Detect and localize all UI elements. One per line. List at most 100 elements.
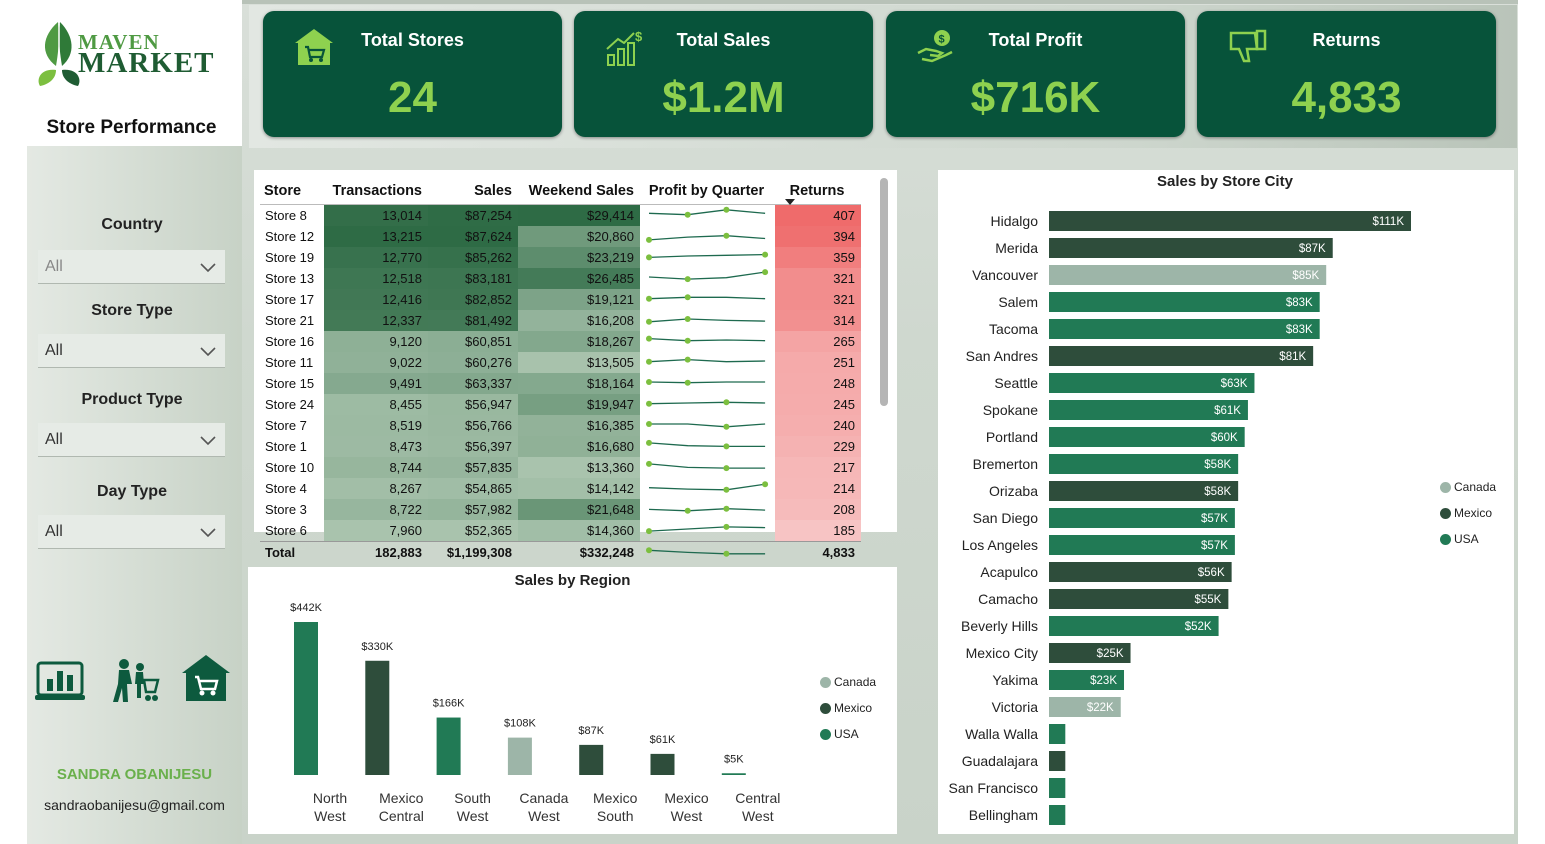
- legend-item-usa[interactable]: USA: [1440, 526, 1496, 552]
- city-bar[interactable]: [1049, 751, 1066, 771]
- city-axis-label: San Francisco: [949, 780, 1039, 796]
- table-row[interactable]: Store 17 12,416 $82,852 $19,121 321: [260, 288, 861, 310]
- city-bar[interactable]: [1049, 211, 1411, 231]
- day-type-dropdown[interactable]: All: [38, 515, 225, 549]
- store-name-cell: Store 16: [265, 333, 315, 349]
- city-bar[interactable]: [1049, 724, 1066, 744]
- city-bar-group: San Francisco: [949, 778, 1066, 798]
- city-bar-label: $56K: [1198, 567, 1225, 579]
- sparkline-point: [646, 400, 652, 407]
- shopping-people-icon[interactable]: [110, 658, 160, 704]
- city-axis-label: Beverly Hills: [961, 618, 1038, 634]
- city-bar[interactable]: [1049, 643, 1131, 663]
- table-row[interactable]: Store 7 8,519 $56,766 $16,385 240: [260, 414, 861, 436]
- table-row[interactable]: Store 11 9,022 $60,276 $13,505 251: [260, 351, 861, 373]
- table-scrollbar[interactable]: [880, 178, 888, 406]
- city-bar[interactable]: [1049, 400, 1248, 420]
- table-row[interactable]: Store 4 8,267 $54,865 $14,142 214: [260, 477, 861, 499]
- sparkline: [648, 462, 766, 469]
- profit-sparkline: [646, 378, 766, 386]
- city-bar[interactable]: [1049, 508, 1235, 528]
- city-chart-title: Sales by Store City: [938, 173, 1514, 190]
- city-bar[interactable]: [1049, 670, 1125, 690]
- store-name-cell: Store 15: [265, 375, 315, 391]
- city-bar-label: $58K: [1204, 486, 1231, 498]
- region-bar[interactable]: [294, 622, 318, 775]
- column-header-weekend-sales[interactable]: Weekend Sales: [518, 178, 640, 205]
- city-bar[interactable]: [1049, 292, 1320, 312]
- store-name-cell: Store 12: [265, 228, 315, 244]
- city-bar[interactable]: [1049, 562, 1232, 582]
- profit-sparkline-cell: [640, 436, 775, 457]
- table-row[interactable]: Store 21 12,337 $81,492 $16,208 314: [260, 309, 861, 331]
- country-dropdown[interactable]: All: [38, 250, 225, 284]
- table-row[interactable]: Store 13 12,518 $83,181 $26,485 321: [260, 267, 861, 289]
- region-bar[interactable]: [650, 753, 675, 775]
- city-bar[interactable]: [1049, 319, 1320, 339]
- region-axis-label: Mexico: [379, 790, 424, 806]
- table-row[interactable]: Store 8 13,014 $87,254 $29,414 407: [260, 204, 861, 226]
- sparkline-point: [646, 236, 652, 243]
- bar-chart-icon[interactable]: [35, 661, 85, 701]
- sparkline-point: [646, 253, 652, 260]
- legend-item-mexico[interactable]: Mexico: [820, 695, 876, 721]
- weekend-sales-cell: $14,360: [518, 519, 640, 541]
- city-bar[interactable]: [1049, 697, 1121, 717]
- profit-sparkline: [646, 335, 766, 344]
- column-header-sales[interactable]: Sales: [428, 178, 518, 205]
- region-bar-group: $61K Mexico West: [650, 734, 709, 824]
- sort-descending-icon[interactable]: [785, 199, 795, 205]
- profit-sparkline: [648, 480, 769, 493]
- city-bar[interactable]: [1049, 778, 1066, 798]
- profit-sparkline-cell: [640, 289, 775, 310]
- column-header-store[interactable]: Store: [260, 178, 324, 205]
- legend-item-canada[interactable]: Canada: [820, 669, 876, 695]
- city-bar[interactable]: [1049, 589, 1229, 609]
- city-bar-group: Portland $60K: [986, 427, 1245, 447]
- sparkline-point: [762, 268, 769, 275]
- table-row[interactable]: Store 15 9,491 $63,337 $18,164 248: [260, 372, 861, 394]
- table-row[interactable]: Store 19 12,770 $85,262 $23,219 359: [260, 246, 861, 268]
- region-bar[interactable]: [721, 773, 746, 775]
- city-bar[interactable]: [1049, 616, 1219, 636]
- city-bar[interactable]: [1049, 535, 1235, 555]
- table-row[interactable]: Store 6 7,960 $52,365 $14,360 185: [260, 519, 861, 541]
- table-row[interactable]: Store 1 8,473 $56,397 $16,680 229: [260, 435, 861, 457]
- city-bar[interactable]: [1049, 454, 1239, 474]
- city-bar[interactable]: [1049, 265, 1327, 285]
- table-row[interactable]: Store 10 8,744 $57,835 $13,360 217: [260, 456, 861, 478]
- sparkline: [648, 234, 766, 241]
- legend-item-canada[interactable]: Canada: [1440, 474, 1496, 500]
- city-bar-label: $63K: [1221, 378, 1248, 390]
- table-row[interactable]: Store 3 8,722 $57,982 $21,648 208: [260, 498, 861, 520]
- total-transactions-cell: 182,883: [324, 540, 428, 563]
- table-row[interactable]: Store 12 13,215 $87,624 $20,860 394: [260, 225, 861, 247]
- legend-item-usa[interactable]: USA: [820, 721, 876, 747]
- legend-label: USA: [834, 727, 859, 741]
- city-bar[interactable]: [1049, 373, 1255, 393]
- column-header-profit-by-quarter[interactable]: Profit by Quarter: [640, 178, 775, 205]
- city-bar[interactable]: [1049, 805, 1066, 825]
- legend-item-mexico[interactable]: Mexico: [1440, 500, 1496, 526]
- store-type-dropdown[interactable]: All: [38, 334, 225, 368]
- city-bar[interactable]: [1049, 238, 1333, 258]
- author-name: SANDRA OBANIJESU: [56, 766, 213, 783]
- product-type-dropdown[interactable]: All: [38, 423, 225, 457]
- region-bar[interactable]: [365, 660, 390, 775]
- column-header-transactions[interactable]: Transactions: [324, 178, 428, 205]
- table-row[interactable]: Store 24 8,455 $56,947 $19,947 245: [260, 393, 861, 415]
- city-bar[interactable]: [1049, 481, 1239, 501]
- region-axis-label: West: [742, 808, 774, 824]
- region-bar[interactable]: [579, 744, 604, 775]
- region-axis-label: Mexico: [664, 790, 709, 806]
- table-row[interactable]: Store 16 9,120 $60,851 $18,267 265: [260, 330, 861, 352]
- city-bar[interactable]: [1049, 346, 1314, 366]
- city-bar-group: Yakima $23K: [992, 670, 1125, 690]
- city-bar[interactable]: [1049, 427, 1245, 447]
- store-icon[interactable]: [181, 653, 231, 703]
- transactions-cell: 8,722: [324, 498, 428, 520]
- returns-cell: 248: [775, 372, 861, 394]
- column-header-returns[interactable]: Returns: [775, 178, 861, 205]
- region-bar[interactable]: [507, 737, 532, 775]
- region-bar[interactable]: [436, 717, 461, 775]
